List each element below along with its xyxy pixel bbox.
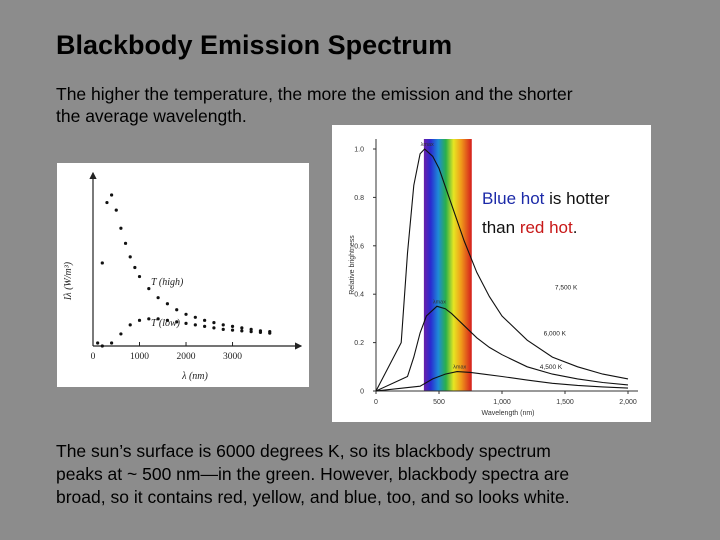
right-x-axis-label: Wavelength (nm)	[481, 410, 534, 417]
right-peak-label: λmax	[453, 365, 466, 371]
left-series-label-low: T (low)	[151, 318, 181, 329]
right-series-label-1: 6,000 K	[544, 330, 567, 337]
left-point-low	[249, 330, 253, 334]
left-point-high	[249, 327, 253, 331]
right-x-tick-label: 1,000	[493, 399, 511, 406]
left-chart-svg: 0 1000 2000 3000 λ (nm) Iλ (W/m³) T (high) …	[63, 171, 303, 382]
right-series-curve-2	[375, 371, 629, 392]
left-point-high	[175, 308, 179, 312]
left-point-low	[119, 332, 123, 336]
note-period: .	[572, 218, 578, 237]
left-point-low	[128, 323, 132, 327]
left-point-high	[96, 341, 100, 345]
slide-title: Blackbody Emission Spectrum	[56, 30, 453, 60]
left-point-high	[165, 302, 170, 306]
left-point-high	[137, 274, 142, 279]
left-point-high	[221, 323, 225, 327]
right-blackbody-chart: 0 500 1,000 1,500 2,000 0 0.2 0.4 0.6 0.8 1.0 λmax…	[332, 125, 651, 422]
intro-line-1: The higher the temperature, the more the…	[56, 84, 573, 104]
left-point-high	[240, 326, 244, 330]
left-x-tick-label: 1000	[130, 352, 149, 362]
right-peak-label: λmax	[421, 142, 434, 148]
left-point-high	[119, 226, 123, 230]
right-y-axis-label: Relative brightness	[349, 235, 356, 295]
right-series-curve-1	[375, 305, 629, 392]
right-y-tick-label: 0.6	[354, 243, 364, 250]
left-point-low	[221, 327, 225, 331]
right-y-tick-label: 0.2	[354, 340, 364, 347]
caption-line-2: peaks at ~ 500 nm—in the green. However,…	[56, 464, 570, 484]
left-point-low	[268, 331, 272, 335]
left-point-high	[110, 193, 114, 197]
blue-hot-note: Blue hot is hotter than red hot.	[482, 184, 610, 242]
left-point-high	[156, 296, 160, 300]
right-y-tick-label: 0.4	[354, 292, 364, 299]
left-point-low	[156, 317, 160, 321]
left-point-high	[123, 241, 128, 245]
left-point-high	[114, 208, 118, 212]
left-x-axis-label: λ (nm)	[181, 371, 208, 382]
left-blackbody-chart: 0 1000 2000 3000 λ (nm) Iλ (W/m³) T (high) …	[57, 163, 309, 387]
note-is-hotter: is hotter	[544, 189, 610, 208]
left-point-high	[212, 320, 216, 325]
right-x-tick-label: 0	[374, 399, 378, 406]
caption-line-3: broad, so it contains red, yellow, and b…	[56, 487, 570, 507]
note-than: than	[482, 218, 520, 237]
note-red-hot: red hot	[519, 218, 573, 237]
left-point-high	[128, 255, 132, 259]
right-series-curve-0	[375, 148, 629, 392]
left-point-low	[137, 318, 142, 322]
left-point-low	[100, 344, 104, 348]
left-point-low	[110, 341, 114, 345]
left-point-high	[147, 287, 151, 291]
left-point-low	[175, 320, 179, 324]
left-point-low	[147, 317, 151, 321]
visible-spectrum-band	[423, 139, 472, 391]
note-line-1: Blue hot is hotter	[482, 189, 610, 208]
left-point-low	[203, 324, 207, 328]
right-y-tick-label: 0	[360, 389, 364, 396]
right-chart-svg: 0 500 1,000 1,500 2,000 0 0.2 0.4 0.6 0.8 1.0 λmax…	[349, 139, 638, 417]
left-point-low	[240, 329, 244, 333]
left-point-low	[184, 321, 188, 325]
left-point-high	[230, 324, 235, 328]
left-point-low	[165, 318, 170, 322]
right-y-tick-label: 1.0	[354, 147, 364, 154]
right-x-tick-label: 1,500	[556, 399, 574, 406]
left-x-tick-label: 0	[91, 352, 96, 362]
note-blue-hot: Blue hot	[482, 189, 545, 208]
right-series-label-2: 4,500 K	[540, 364, 563, 371]
left-x-tick-label: 2000	[177, 352, 196, 362]
intro-text: The higher the temperature, the more the…	[56, 83, 676, 127]
left-point-high	[193, 315, 197, 319]
left-x-tick-label: 3000	[223, 352, 242, 362]
right-series-label-0: 7,500 K	[555, 284, 578, 291]
left-point-high	[105, 200, 109, 205]
left-point-high	[133, 265, 137, 270]
left-point-high	[184, 312, 188, 316]
left-point-high	[100, 261, 104, 265]
left-point-low	[193, 323, 197, 327]
left-y-axis-label: Iλ (W/m³)	[63, 261, 74, 301]
caption-text: The sun’s surface is 6000 degrees K, so …	[56, 440, 696, 509]
right-x-tick-label: 2,000	[619, 399, 637, 406]
right-peak-label: λmax	[433, 299, 446, 305]
note-line-2: than red hot.	[482, 218, 577, 237]
left-series-label-high: T (high)	[151, 277, 184, 288]
right-y-tick-label: 0.8	[354, 195, 364, 202]
left-point-high	[203, 318, 207, 322]
intro-line-2: the average wavelength.	[56, 106, 247, 126]
caption-line-1: The sun’s surface is 6000 degrees K, so …	[56, 441, 551, 461]
left-point-low	[230, 328, 235, 332]
left-point-low	[212, 326, 216, 330]
right-x-tick-label: 500	[433, 399, 445, 406]
left-point-low	[258, 330, 263, 335]
